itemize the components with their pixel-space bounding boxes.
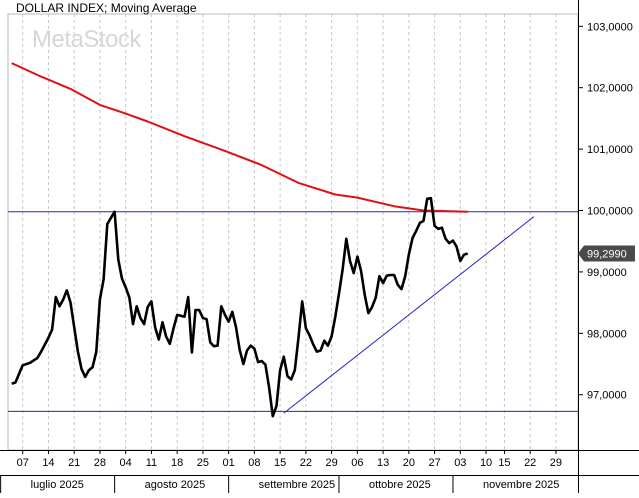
x-tick-label: 08 [248, 457, 260, 469]
y-tick-label: 103,0000 [587, 21, 633, 33]
x-tick-label: 22 [300, 457, 312, 469]
y-tick-label: 98,0000 [587, 328, 627, 340]
x-tick-label: 07 [17, 457, 29, 469]
y-tick-label: 97,0000 [587, 390, 627, 402]
month-label: luglio 2025 [31, 479, 84, 491]
x-tick-label: 28 [94, 457, 106, 469]
x-tick-label: 21 [68, 457, 80, 469]
month-label: novembre 2025 [483, 479, 559, 491]
x-tick-label: 13 [377, 457, 389, 469]
x-tick-label: 20 [403, 457, 415, 469]
y-tick-label: 99,0000 [587, 267, 627, 279]
x-tick-label: 29 [550, 457, 562, 469]
x-tick-label: 27 [428, 457, 440, 469]
price-line [11, 196, 469, 418]
x-tick-label: 29 [325, 457, 337, 469]
y-tick-label: 100,0000 [587, 206, 633, 218]
x-tick-label: 11 [146, 457, 157, 469]
trendline [283, 216, 535, 414]
moving-average-line [11, 62, 468, 213]
x-tick-label: 25 [197, 457, 209, 469]
y-tick-label: 102,0000 [587, 83, 633, 95]
y-tick-label: 101,0000 [587, 144, 633, 156]
x-tick-label: 10 [480, 457, 492, 469]
x-tick-label: 22 [524, 457, 536, 469]
last-value-badge [578, 245, 635, 262]
month-label: agosto 2025 [145, 479, 206, 491]
last-value-label: 99,2990 [587, 249, 627, 261]
month-label: settembre 2025 [259, 479, 335, 491]
x-tick-label: 03 [454, 457, 466, 469]
x-tick-label: 18 [171, 457, 183, 469]
x-tick-label: 04 [120, 457, 132, 469]
x-tick-label: 14 [42, 457, 54, 469]
x-tick-label: 15 [498, 457, 510, 469]
x-tick-label: 01 [223, 457, 235, 469]
watermark-logo: MetaStock [32, 26, 141, 53]
chart-title: DOLLAR INDEX; Moving Average [16, 1, 197, 15]
x-tick-label: 06 [351, 457, 363, 469]
plot-frame [7, 13, 579, 451]
month-label: ottobre 2025 [369, 479, 431, 491]
x-tick-label: 15 [274, 457, 286, 469]
